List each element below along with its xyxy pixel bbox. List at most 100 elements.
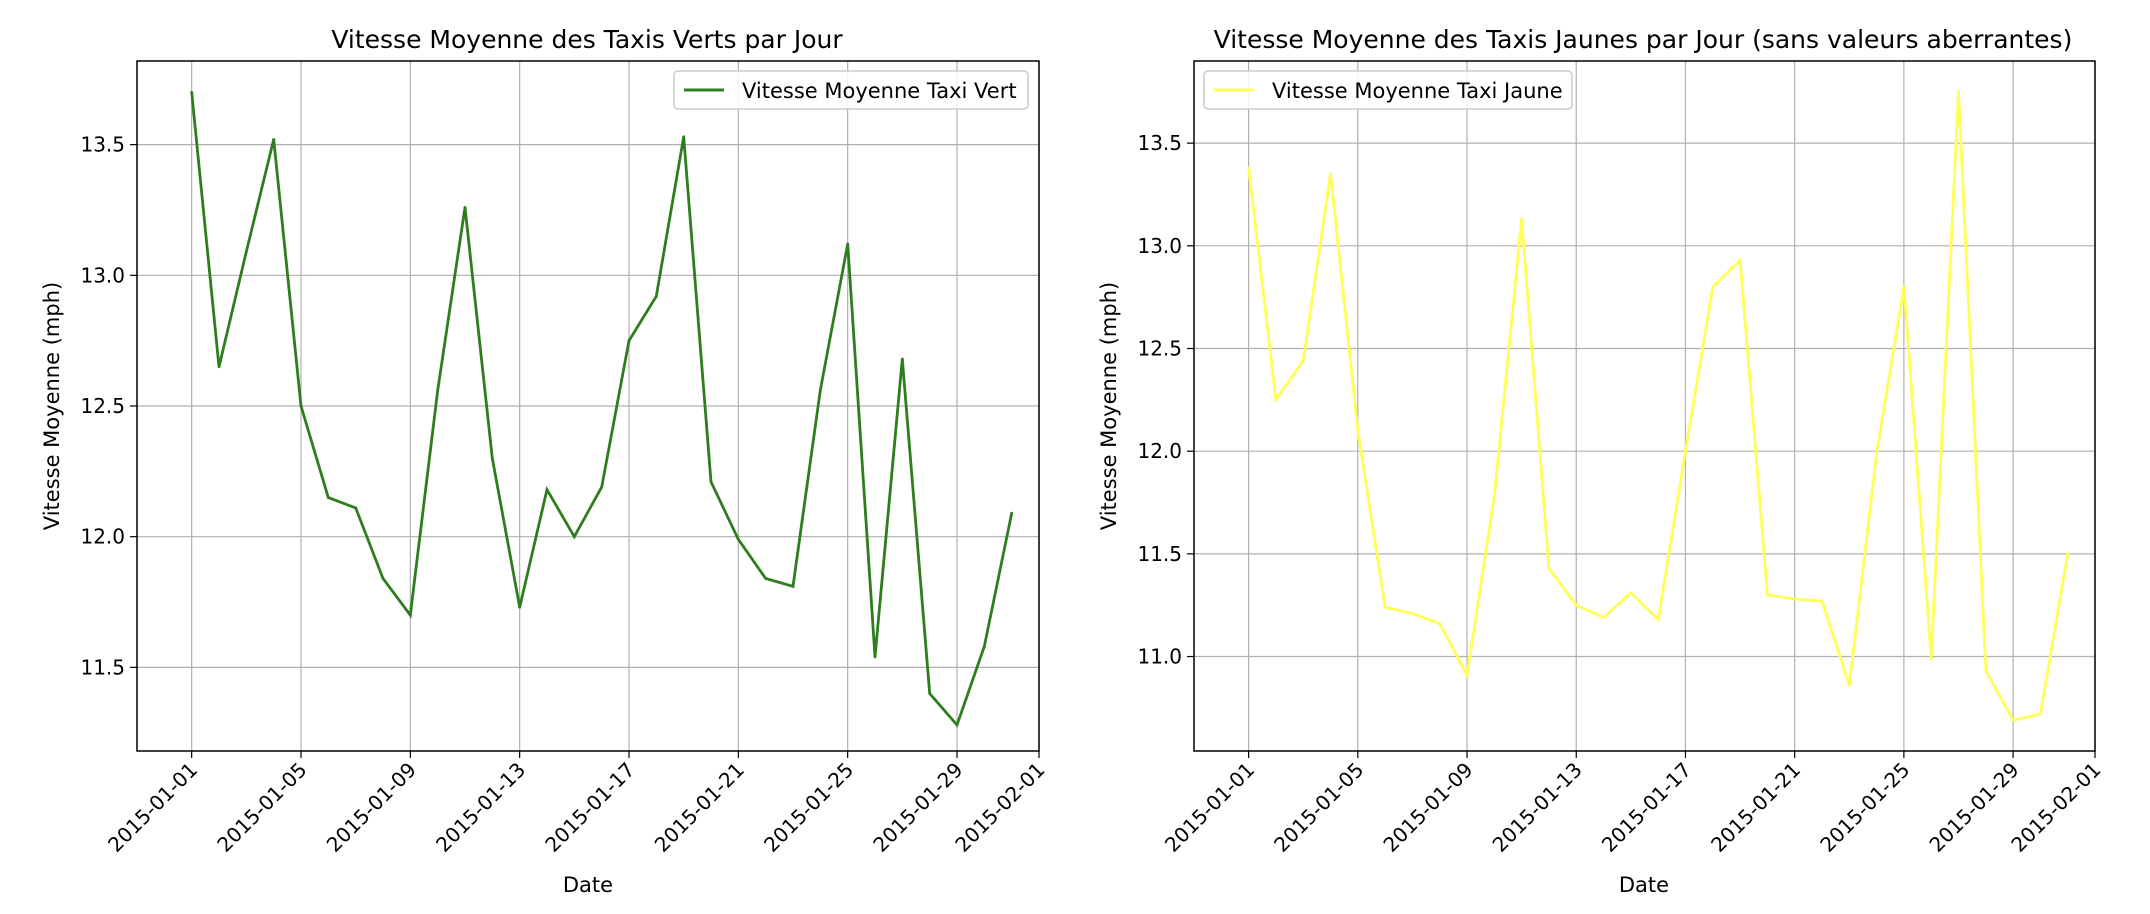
grid-lines <box>1194 61 2096 751</box>
data-point <box>2039 712 2042 716</box>
chart-title: Vitesse Moyenne des Taxis Verts par Jour <box>331 25 843 54</box>
y-tick-label: 11.5 <box>80 655 125 679</box>
data-point <box>1766 593 1769 597</box>
data-point <box>1247 166 1250 170</box>
data-point <box>490 456 494 460</box>
data-point <box>1301 359 1305 363</box>
legend: Vitesse Moyenne Taxi Jaune <box>1203 70 1573 110</box>
data-point <box>1738 258 1742 262</box>
legend: Vitesse Moyenne Taxi Vert <box>673 70 1029 110</box>
x-tick-label: 2015-01-21 <box>650 758 749 857</box>
data-point <box>654 294 658 298</box>
data-point <box>463 206 467 209</box>
x-tick-label: 2015-01-13 <box>1488 758 1587 857</box>
legend-label: Vitesse Moyenne Taxi Jaune <box>1272 79 1563 103</box>
x-tick-label: 2015-01-17 <box>1597 758 1696 857</box>
x-tick-label: 2015-01-05 <box>1269 758 1368 857</box>
data-point <box>846 242 850 246</box>
data-point <box>627 339 631 343</box>
legend-frame <box>1203 70 1573 110</box>
y-axis-label: Vitesse Moyenne (mph) <box>1097 282 1121 530</box>
series-group <box>1247 90 2070 722</box>
data-point <box>244 250 248 254</box>
x-tick-label: 2015-01-09 <box>322 758 421 857</box>
data-point <box>1520 217 1523 221</box>
legend-label: Vitesse Moyenne Taxi Vert <box>742 79 1017 103</box>
chart-title: Vitesse Moyenne des Taxis Jaunes par Jou… <box>1214 25 2073 54</box>
data-point <box>326 496 330 499</box>
data-point <box>791 584 795 588</box>
data-point <box>1010 511 1014 515</box>
data-point <box>600 485 604 489</box>
data-point <box>545 488 549 491</box>
data-point <box>1547 566 1551 570</box>
x-axis-label: Date <box>1619 873 1669 897</box>
legend-frame <box>673 70 1029 110</box>
data-point <box>299 404 303 408</box>
data-point <box>1847 683 1851 687</box>
series-group <box>190 91 1014 728</box>
data-point <box>272 138 276 141</box>
data-point <box>436 388 440 392</box>
series-line <box>190 92 1014 728</box>
data-point <box>1602 616 1605 619</box>
y-axis-label: Vitesse Moyenne (mph) <box>40 282 64 530</box>
data-point <box>1438 622 1442 626</box>
data-point <box>873 655 877 659</box>
y-tick-label: 13.0 <box>1137 234 1182 258</box>
green-taxi-speed-chart: Vitesse Moyenne des Taxis Verts par Jour… <box>40 25 1050 897</box>
data-point <box>190 91 194 94</box>
x-tick-label: 2015-01-05 <box>212 758 311 857</box>
data-point <box>2066 552 2070 556</box>
y-tick-label: 13.5 <box>80 133 125 157</box>
x-tick-label: 2015-01-01 <box>1160 758 1259 857</box>
data-point <box>709 480 713 484</box>
x-tick-label: 2015-01-13 <box>431 758 530 857</box>
x-tick-label: 2015-01-09 <box>1378 758 1477 857</box>
data-point <box>1820 599 1824 603</box>
data-point <box>408 613 412 617</box>
y-tick-label: 12.5 <box>80 394 125 418</box>
data-point <box>1574 603 1578 607</box>
tick-group: 2015-01-01 2015-01-05 2015-01-09 2015-01-13… <box>1137 131 2105 857</box>
data-point <box>2011 718 2015 722</box>
y-tick-label: 12.5 <box>1137 337 1182 361</box>
data-point <box>1656 618 1660 621</box>
y-tick-label: 12.0 <box>1137 439 1182 463</box>
data-point <box>1875 451 1878 455</box>
y-tick-label: 13.5 <box>1137 131 1182 155</box>
data-point <box>1274 398 1278 402</box>
x-tick-label: 2015-01-01 <box>103 758 202 857</box>
data-point <box>982 645 986 648</box>
grid-lines <box>137 61 1040 751</box>
data-point <box>818 388 822 392</box>
data-point <box>1957 90 1960 94</box>
data-point <box>1629 591 1633 595</box>
data-point <box>518 605 522 609</box>
data-point <box>1684 449 1687 453</box>
data-point <box>572 535 576 539</box>
y-tick-label: 13.0 <box>80 263 125 287</box>
data-point <box>682 135 686 139</box>
tick-group: 2015-01-01 2015-01-05 2015-01-09 2015-01-13… <box>80 133 1049 857</box>
plot-frame <box>1193 60 2096 752</box>
data-point <box>1383 605 1387 609</box>
data-point <box>381 577 385 580</box>
data-point <box>928 692 932 695</box>
yellow-taxi-speed-chart: Vitesse Moyenne des Taxis Jaunes par Jou… <box>1097 25 2106 897</box>
x-tick-label: 2015-01-25 <box>1815 758 1914 857</box>
data-point <box>1929 657 1933 660</box>
data-point <box>1411 612 1414 615</box>
data-point <box>1711 285 1715 289</box>
data-point <box>217 365 221 369</box>
y-tick-label: 12.0 <box>80 525 125 549</box>
x-tick-label: 2015-01-21 <box>1706 758 1805 857</box>
series-line <box>1247 91 2070 722</box>
data-point <box>736 537 740 541</box>
data-point <box>1356 429 1360 432</box>
data-point <box>354 506 358 510</box>
x-tick-label: 2015-01-17 <box>540 758 639 857</box>
data-point <box>1465 673 1469 677</box>
data-point <box>1793 597 1797 601</box>
